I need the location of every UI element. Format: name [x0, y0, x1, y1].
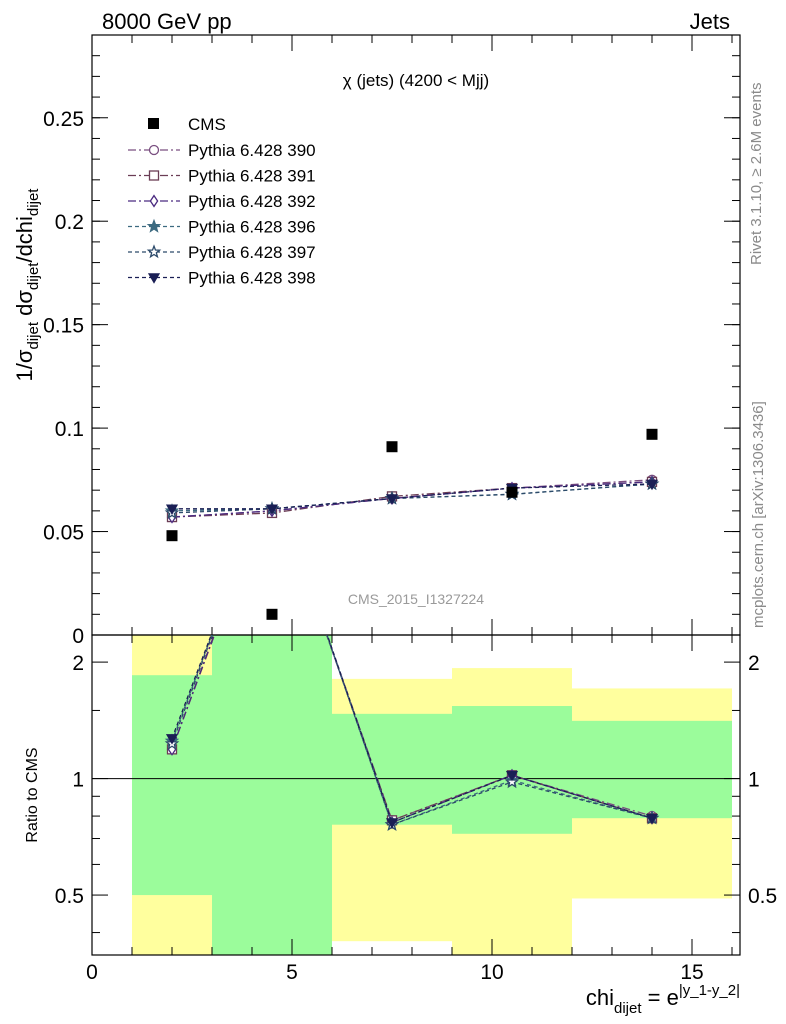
- legend-marker: [146, 218, 162, 233]
- legend-label: Pythia 6.428 392: [188, 192, 316, 211]
- header-jets-label: Jets: [690, 9, 730, 34]
- main-y-axis-label: 1/σdijet dσdijet/dchidijet: [12, 188, 42, 382]
- x-axis-label: chidijet = e|y_1-y_2|: [586, 982, 740, 1017]
- green-band-1: [212, 635, 332, 955]
- x-tick-label: 10: [480, 961, 503, 984]
- cms-data-point: [266, 608, 278, 620]
- main-y-tick-label: 0.2: [55, 211, 84, 234]
- legend-label: Pythia 6.428 398: [188, 269, 316, 288]
- ratio-y-tick-label-right: 1: [748, 769, 760, 792]
- main-y-tick-label: 0.1: [55, 418, 84, 441]
- ratio-y-tick-label-right: 0.5: [748, 885, 777, 908]
- mc-line: [171, 481, 653, 518]
- axis-ticks: 0 0.05 0.1 0.15 0.2 0.25 0 5 10 15 0.5 0.5 1 1 2 2: [43, 35, 777, 984]
- legend-marker: [146, 244, 162, 259]
- ratio-y-axis-label: Ratio to CMS: [24, 747, 41, 842]
- legend: CMS Pythia 6.428 390 Pythia 6.428 391 Pythi…: [128, 115, 316, 288]
- ratio-point: [165, 734, 179, 745]
- ratio-point: [645, 813, 659, 825]
- ratio-point: [505, 771, 519, 782]
- ratio-y-tick-label-left: 0.5: [55, 885, 84, 908]
- uncertainty-bands: [92, 635, 740, 955]
- legend-marker: [149, 194, 159, 208]
- x-tick-label: 0: [86, 961, 98, 984]
- mc-line: [171, 481, 653, 518]
- analysis-watermark: CMS_2015_I1327224: [348, 591, 484, 607]
- green-band-0: [132, 675, 212, 896]
- legend-marker: [148, 144, 160, 156]
- green-band-2: [332, 713, 452, 825]
- main-y-tick-label: 0.05: [43, 522, 84, 545]
- mc-line: [172, 483, 653, 510]
- plot-title: χ (jets) (4200 < Mjj): [343, 71, 489, 90]
- ratio-line: [171, 635, 653, 824]
- cms-data-point: [646, 428, 658, 440]
- rivet-label: Rivet 3.1.10, ≥ 2.6M events: [748, 83, 765, 266]
- mcplots-label: mcplots.cern.ch [arXiv:1306.3436]: [750, 401, 767, 628]
- ratio-y-tick-label-right: 2: [748, 652, 760, 675]
- cms-data-point: [506, 486, 518, 498]
- mc-line: [171, 479, 653, 518]
- mc-point: [165, 504, 179, 516]
- ratio-point: [385, 818, 399, 829]
- cms-data-point: [386, 441, 398, 453]
- legend-label-cms: CMS: [188, 115, 226, 134]
- x-tick-label: 15: [680, 961, 703, 984]
- ratio-plot-frame: [91, 634, 741, 956]
- ratio-series-group: [164, 635, 660, 831]
- legend-marker: [148, 170, 160, 181]
- mc-point: [645, 479, 659, 491]
- main-series-group: [164, 428, 660, 620]
- main-y-tick-label: 0.15: [43, 315, 84, 338]
- ratio-y-tick-label-left: 2: [72, 652, 84, 675]
- legend-marker-cms: [148, 118, 159, 129]
- legend-label: Pythia 6.428 390: [188, 141, 316, 160]
- mc-point: [265, 504, 279, 516]
- header-energy-label: 8000 GeV pp: [102, 9, 232, 34]
- legend-marker: [147, 273, 161, 284]
- main-y-tick-label: 0.25: [43, 108, 84, 131]
- legend-label: Pythia 6.428 397: [188, 243, 316, 262]
- x-tick-label: 5: [286, 961, 298, 984]
- legend-label: Pythia 6.428 396: [188, 218, 316, 237]
- ratio-y-tick-label-left: 1: [72, 769, 84, 792]
- mc-point: [385, 494, 399, 505]
- legend-label: Pythia 6.428 391: [188, 167, 316, 186]
- main-y-tick-label: 0: [72, 625, 84, 648]
- cms-data-point: [166, 530, 178, 542]
